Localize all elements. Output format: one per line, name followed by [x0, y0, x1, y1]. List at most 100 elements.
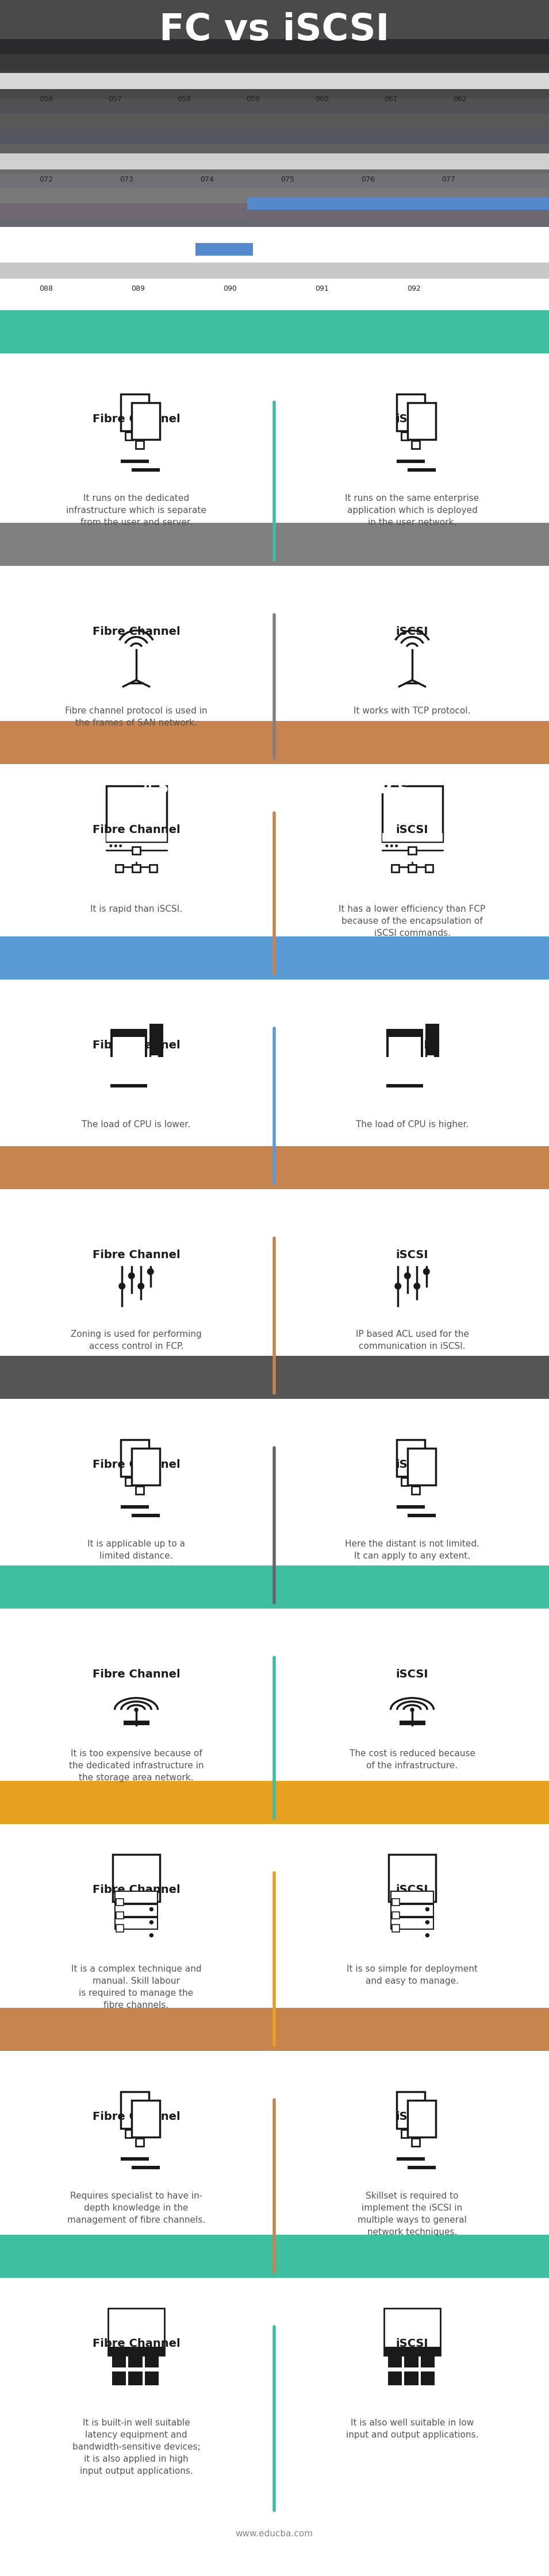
- Bar: [132, 866, 140, 873]
- Text: iSCSI: iSCSI: [396, 2339, 428, 2349]
- Circle shape: [147, 1267, 154, 1275]
- Text: Here the distant is not limited.
It can apply to any extent.: Here the distant is not limited. It can …: [345, 1540, 479, 1561]
- Text: iSCSI: iSCSI: [396, 415, 428, 425]
- Bar: [0, 721, 549, 765]
- Text: 077: 077: [441, 175, 455, 183]
- Text: #10. Application: #10. Application: [185, 2293, 363, 2311]
- Circle shape: [430, 1072, 434, 1077]
- Circle shape: [134, 1708, 138, 1713]
- Circle shape: [425, 1906, 429, 1911]
- Bar: [407, 2099, 435, 2138]
- Text: Fibre channel protocol is used in
the frames of SAN network.: Fibre channel protocol is used in the fr…: [65, 706, 208, 726]
- Bar: [412, 1486, 419, 1494]
- Bar: [389, 1855, 436, 1901]
- Bar: [407, 1448, 435, 1484]
- Bar: [399, 1721, 425, 1726]
- Bar: [116, 1911, 124, 1919]
- Text: iSCSI: iSCSI: [396, 1041, 428, 1051]
- Bar: [0, 70, 549, 85]
- Bar: [110, 1028, 147, 1056]
- Text: 058: 058: [177, 95, 191, 103]
- Bar: [113, 1855, 160, 1901]
- Bar: [0, 98, 549, 113]
- Bar: [384, 2347, 440, 2354]
- Bar: [112, 2354, 126, 2367]
- Bar: [125, 433, 133, 440]
- Bar: [0, 322, 549, 337]
- Bar: [125, 2130, 133, 2138]
- Bar: [0, 263, 549, 278]
- Bar: [0, 855, 549, 1023]
- Text: #3. Performance metrics: #3. Performance metrics: [139, 778, 409, 796]
- Bar: [397, 394, 425, 430]
- Bar: [0, 39, 549, 54]
- Text: Fibre Channel: Fibre Channel: [92, 2112, 180, 2123]
- Bar: [407, 469, 435, 471]
- Text: Fibre Channel: Fibre Channel: [92, 2339, 180, 2349]
- Circle shape: [390, 845, 393, 848]
- Bar: [108, 2308, 164, 2354]
- Bar: [391, 866, 399, 873]
- Bar: [384, 2308, 440, 2354]
- Bar: [397, 459, 425, 464]
- Text: It is rapid than iSCSI.: It is rapid than iSCSI.: [90, 904, 182, 914]
- Text: #8. Deployment: #8. Deployment: [187, 1839, 361, 1857]
- Bar: [408, 866, 416, 873]
- Text: The load of CPU is lower.: The load of CPU is lower.: [82, 1121, 191, 1128]
- Bar: [0, 1479, 549, 1651]
- Bar: [136, 1486, 144, 1494]
- Bar: [391, 1891, 434, 1904]
- Text: 092: 092: [407, 286, 421, 294]
- Circle shape: [413, 1283, 421, 1291]
- Bar: [425, 866, 433, 873]
- Text: #6. Supported distance: #6. Supported distance: [147, 1414, 402, 1432]
- Bar: [386, 1084, 423, 1087]
- Circle shape: [138, 1283, 144, 1291]
- Bar: [401, 433, 409, 440]
- Bar: [132, 1448, 160, 1484]
- Bar: [110, 1084, 147, 1087]
- Bar: [0, 188, 549, 204]
- Bar: [421, 2354, 435, 2367]
- Text: The cost is reduced because
of the infrastructure.: The cost is reduced because of the infra…: [349, 1749, 475, 1770]
- Text: #1. Definition: #1. Definition: [199, 368, 349, 386]
- Bar: [0, 1066, 549, 1231]
- Text: iSCSI: iSCSI: [396, 1883, 428, 1896]
- Bar: [0, 227, 549, 397]
- Bar: [132, 469, 160, 471]
- Bar: [0, 1355, 549, 1399]
- Text: 074: 074: [200, 175, 214, 183]
- Text: #9. Required skills: #9. Required skills: [173, 2066, 376, 2084]
- Bar: [0, 155, 549, 170]
- Bar: [113, 1038, 145, 1059]
- Text: www.educba.com: www.educba.com: [236, 2530, 313, 2537]
- Text: It is also well suitable in low
input and output applications.: It is also well suitable in low input an…: [346, 2419, 478, 2439]
- Bar: [0, 0, 549, 54]
- Circle shape: [423, 1267, 430, 1275]
- Text: 091: 091: [315, 286, 329, 294]
- Text: 073: 073: [120, 175, 133, 183]
- Text: 075: 075: [281, 175, 294, 183]
- Bar: [0, 144, 549, 160]
- Bar: [136, 440, 144, 448]
- Text: 060: 060: [315, 95, 329, 103]
- Text: iSCSI: iSCSI: [396, 1249, 428, 1260]
- Text: It works with TCP protocol.: It works with TCP protocol.: [354, 706, 470, 716]
- Bar: [115, 1891, 158, 1904]
- Bar: [0, 263, 549, 278]
- Bar: [132, 2166, 160, 2169]
- Bar: [0, 294, 549, 309]
- Bar: [144, 2372, 159, 2385]
- Bar: [408, 848, 416, 855]
- Circle shape: [425, 1919, 429, 1924]
- Text: It is applicable up to a
limited distance.: It is applicable up to a limited distanc…: [87, 1540, 185, 1561]
- Bar: [401, 2130, 409, 2138]
- Text: iSCSI: iSCSI: [396, 2112, 428, 2123]
- Bar: [386, 1028, 423, 1056]
- Text: It has a lower efficiency than FCP
because of the encapsulation of
iSCSI command: It has a lower efficiency than FCP becau…: [339, 904, 485, 938]
- Bar: [393, 1924, 399, 1932]
- Bar: [132, 402, 160, 440]
- Circle shape: [149, 1932, 154, 1937]
- Bar: [393, 1911, 399, 1919]
- Bar: [0, 634, 549, 806]
